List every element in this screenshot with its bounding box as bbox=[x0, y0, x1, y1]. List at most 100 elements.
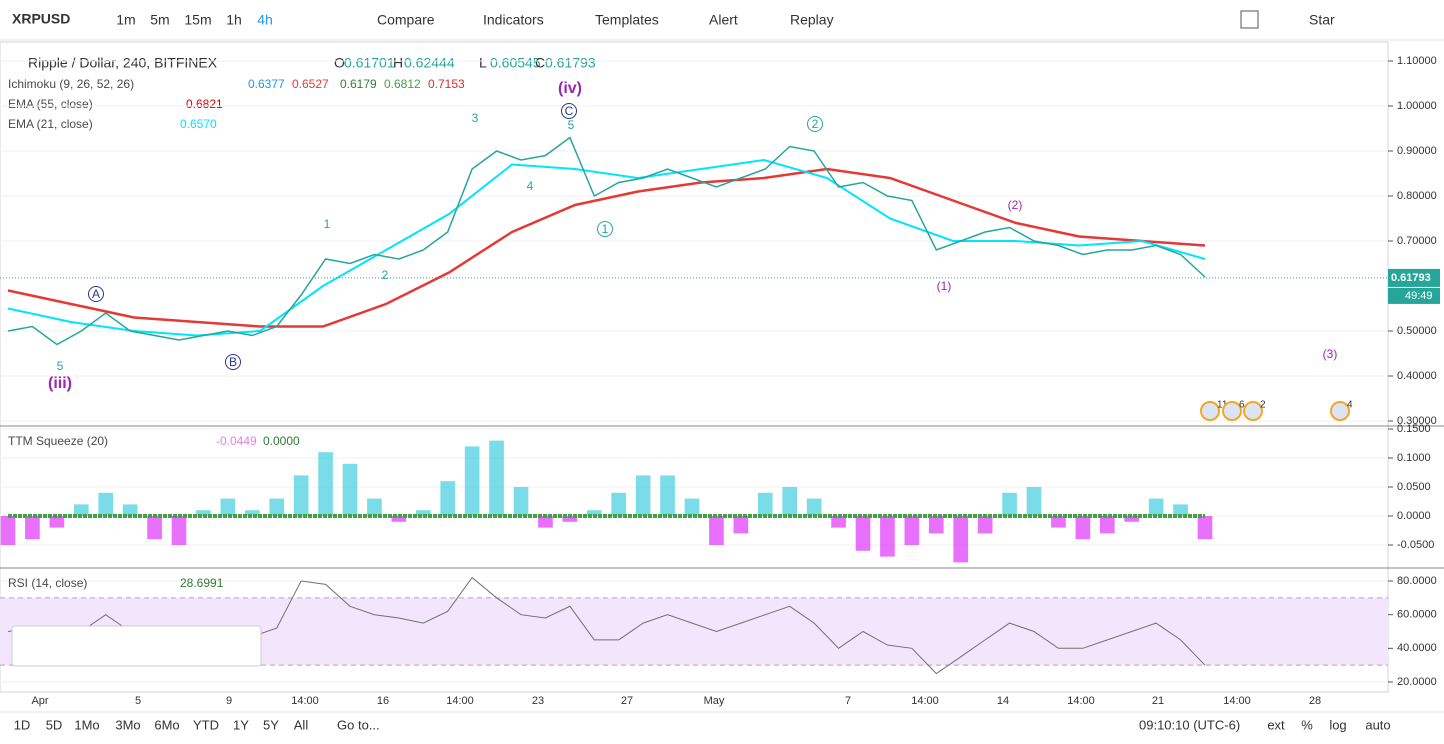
y-tick-label: 20.0000 bbox=[1397, 676, 1437, 688]
scale-option[interactable]: % bbox=[1301, 717, 1313, 732]
squeeze-bar bbox=[586, 510, 602, 516]
squeeze-bar bbox=[733, 516, 749, 534]
squeeze-bar bbox=[367, 498, 382, 516]
toolbar-button[interactable]: Indicators bbox=[483, 12, 544, 28]
squeeze-bar bbox=[1197, 516, 1213, 540]
wave-label: 1 bbox=[324, 217, 331, 231]
interval-button[interactable]: 1h bbox=[226, 12, 242, 28]
squeeze-bar bbox=[831, 516, 846, 528]
y-tick-label: 80.0000 bbox=[1397, 575, 1437, 587]
indicator-value: 0.6527 bbox=[292, 77, 329, 91]
wave-label: 4 bbox=[527, 179, 534, 193]
y-tick-label: 0.1500 bbox=[1397, 423, 1431, 435]
range-button[interactable]: 3Mo bbox=[115, 717, 140, 732]
y-tick-label: 0.80000 bbox=[1397, 190, 1437, 202]
scale-option[interactable]: auto bbox=[1365, 717, 1390, 732]
countdown: 49:49 bbox=[1405, 290, 1433, 302]
squeeze-bar bbox=[1075, 516, 1091, 540]
wave-label: C bbox=[565, 104, 574, 118]
x-tick-label: 14:00 bbox=[1223, 695, 1251, 707]
interval-button[interactable]: 5m bbox=[150, 12, 169, 28]
interval-button[interactable]: 1m bbox=[116, 12, 135, 28]
ohlc: 0.60545 bbox=[490, 55, 541, 71]
x-tick-label: 14:00 bbox=[291, 695, 319, 707]
ohlc: 0.61793 bbox=[545, 55, 596, 71]
scale-option[interactable]: log bbox=[1329, 717, 1346, 732]
squeeze-bar bbox=[122, 504, 138, 516]
x-tick-label: 14:00 bbox=[1067, 695, 1095, 707]
squeeze-bar bbox=[953, 516, 969, 563]
wave-label: (iii) bbox=[48, 375, 72, 392]
event-icon[interactable] bbox=[1330, 401, 1350, 421]
y-tick-label: 0.30000 bbox=[1397, 415, 1437, 427]
ohlc: O bbox=[334, 55, 345, 71]
squeeze-bar bbox=[684, 498, 700, 516]
toolbar-button[interactable]: Templates bbox=[595, 12, 659, 28]
y-tick-label: 0.0500 bbox=[1397, 481, 1431, 493]
interval-button[interactable]: 4h bbox=[257, 12, 273, 28]
y-tick-label: 1.00000 bbox=[1397, 100, 1437, 112]
wave-label: 5 bbox=[568, 118, 575, 132]
x-tick-label: Apr bbox=[31, 695, 48, 707]
wave-label: (3) bbox=[1323, 347, 1338, 361]
event-count: 4 bbox=[1347, 400, 1353, 411]
x-tick-label: 23 bbox=[532, 695, 544, 707]
fullscreen-button[interactable] bbox=[1240, 10, 1259, 29]
toolbar-button[interactable]: Alert bbox=[709, 12, 738, 28]
event-count: 6 bbox=[1239, 400, 1245, 411]
squeeze-bar bbox=[1148, 498, 1164, 516]
symbol[interactable]: XRPUSD bbox=[12, 11, 70, 27]
price-badge bbox=[1388, 268, 1440, 287]
range-button[interactable]: YTD bbox=[193, 717, 219, 732]
squeeze-bar bbox=[1173, 504, 1188, 516]
drawing-toolbar bbox=[11, 625, 262, 667]
indicator-value: -0.0449 bbox=[216, 434, 257, 448]
range-button[interactable]: 5D bbox=[46, 717, 63, 732]
squeeze-bar bbox=[464, 446, 480, 516]
squeeze-bar bbox=[1124, 516, 1140, 522]
toolbar-button[interactable]: Compare bbox=[377, 12, 435, 28]
squeeze-bar bbox=[49, 516, 65, 528]
range-button[interactable]: All bbox=[294, 717, 309, 732]
squeeze-bar bbox=[98, 492, 114, 516]
star-button[interactable]: Star bbox=[1309, 12, 1335, 28]
y-tick-label: 40.0000 bbox=[1397, 642, 1437, 654]
range-button[interactable]: 6Mo bbox=[154, 717, 179, 732]
squeeze-bar bbox=[928, 516, 944, 534]
range-button[interactable]: 1Mo bbox=[74, 717, 99, 732]
x-tick-label: 27 bbox=[621, 695, 633, 707]
squeeze-bar bbox=[25, 516, 40, 540]
ohlc: 0.61701 bbox=[344, 55, 395, 71]
scale-option[interactable]: ext bbox=[1267, 717, 1285, 732]
range-button[interactable]: 1Y bbox=[233, 717, 249, 732]
indicator-value: 0.6377 bbox=[248, 77, 285, 91]
wave-label: 2 bbox=[812, 117, 819, 131]
x-tick-label: 5 bbox=[135, 695, 141, 707]
squeeze-bar bbox=[1099, 516, 1115, 534]
interval-button[interactable]: 15m bbox=[184, 12, 211, 28]
y-tick-label: 0.50000 bbox=[1397, 325, 1437, 337]
event-icon[interactable] bbox=[1200, 401, 1220, 421]
range-button[interactable]: 5Y bbox=[263, 717, 279, 732]
x-tick-label: 28 bbox=[1309, 695, 1321, 707]
event-icon[interactable] bbox=[1222, 401, 1242, 421]
indicator-value: 0.6570 bbox=[180, 117, 217, 131]
wave-label: (iv) bbox=[558, 80, 582, 97]
ema55-line bbox=[7, 167, 1206, 328]
range-button[interactable]: 1D bbox=[14, 717, 31, 732]
toolbar-button[interactable]: Replay bbox=[790, 12, 834, 28]
wave-circle bbox=[807, 116, 823, 132]
squeeze-bar bbox=[244, 510, 260, 516]
indicator-value: 28.6991 bbox=[180, 576, 224, 590]
squeeze-bar bbox=[709, 516, 724, 545]
y-tick-label: -0.0500 bbox=[1397, 539, 1434, 551]
squeeze-bar bbox=[269, 498, 285, 516]
squeeze-bar bbox=[513, 487, 529, 516]
indicator-value: 0.0000 bbox=[263, 434, 300, 448]
event-icon[interactable] bbox=[1243, 401, 1263, 421]
wave-label: 2 bbox=[382, 268, 389, 282]
squeeze-bar bbox=[806, 498, 822, 516]
goto-button[interactable]: Go to... bbox=[337, 717, 380, 732]
wave-label: (2) bbox=[1008, 198, 1023, 212]
